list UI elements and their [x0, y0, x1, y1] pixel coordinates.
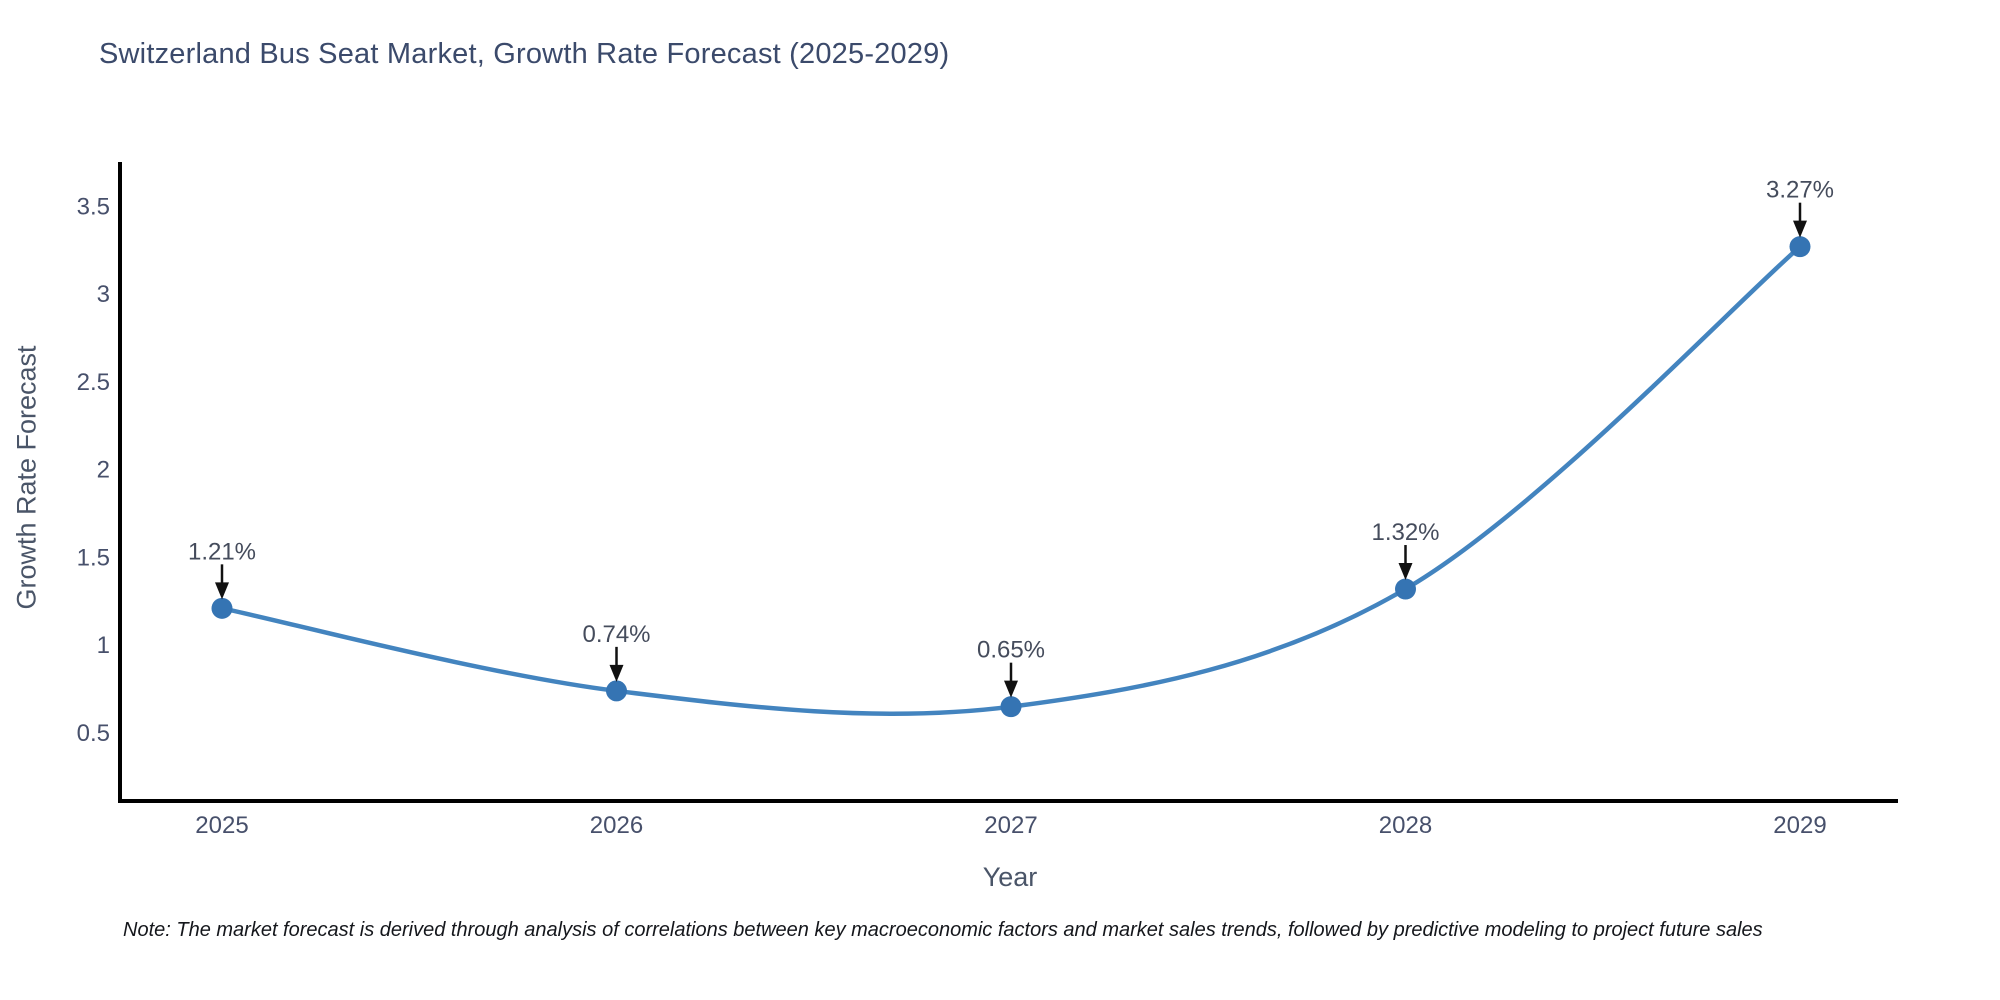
- series-layer: [211, 236, 1811, 718]
- chart-title: Switzerland Bus Seat Market, Growth Rate…: [99, 38, 950, 70]
- data-point-marker: [1000, 696, 1022, 718]
- point-value-label: 1.21%: [188, 538, 256, 565]
- annotation-arrow-head: [609, 664, 624, 682]
- axes-layer: [118, 162, 1898, 803]
- y-axis-title: Growth Rate Forecast: [11, 345, 42, 610]
- annotation-arrow-head: [215, 582, 229, 600]
- annotation-arrow-head: [1793, 220, 1807, 238]
- y-tick-label: 2.5: [77, 369, 110, 396]
- point-value-label: 1.32%: [1371, 519, 1439, 546]
- y-tick-label: 2: [97, 457, 110, 484]
- point-value-label: 0.65%: [977, 637, 1045, 664]
- annotation-arrow-head: [1398, 563, 1413, 581]
- annotation-arrow-head: [1004, 680, 1018, 698]
- x-axis-title: Year: [982, 862, 1038, 892]
- footnote: Note: The market forecast is derived thr…: [123, 919, 1763, 941]
- data-point-marker: [1395, 578, 1416, 600]
- x-tick-label: 2029: [1773, 812, 1826, 839]
- y-tick-label: 1: [97, 632, 110, 659]
- y-tick-label: 0.5: [77, 720, 110, 747]
- y-tick-label: 3: [97, 281, 110, 308]
- point-value-label: 3.27%: [1766, 177, 1834, 204]
- y-tick-label: 3.5: [77, 193, 110, 220]
- point-value-label: 0.74%: [582, 621, 650, 648]
- data-point-marker: [606, 680, 627, 702]
- data-point-marker: [1789, 236, 1811, 258]
- annotations-layer: 1.21% 0.74% 0.65% 1.32% 3.27%: [188, 177, 1834, 698]
- data-point-marker: [211, 597, 233, 619]
- ticks-layer: 0.5 1 1.5 2 2.5 3 3.5 2025 2026 2027 2028 2029: [77, 193, 1827, 839]
- x-tick-label: 2026: [590, 812, 643, 839]
- x-tick-label: 2028: [1379, 812, 1432, 839]
- x-tick-label: 2027: [984, 812, 1037, 839]
- y-tick-label: 1.5: [77, 544, 110, 571]
- x-tick-label: 2025: [195, 812, 248, 839]
